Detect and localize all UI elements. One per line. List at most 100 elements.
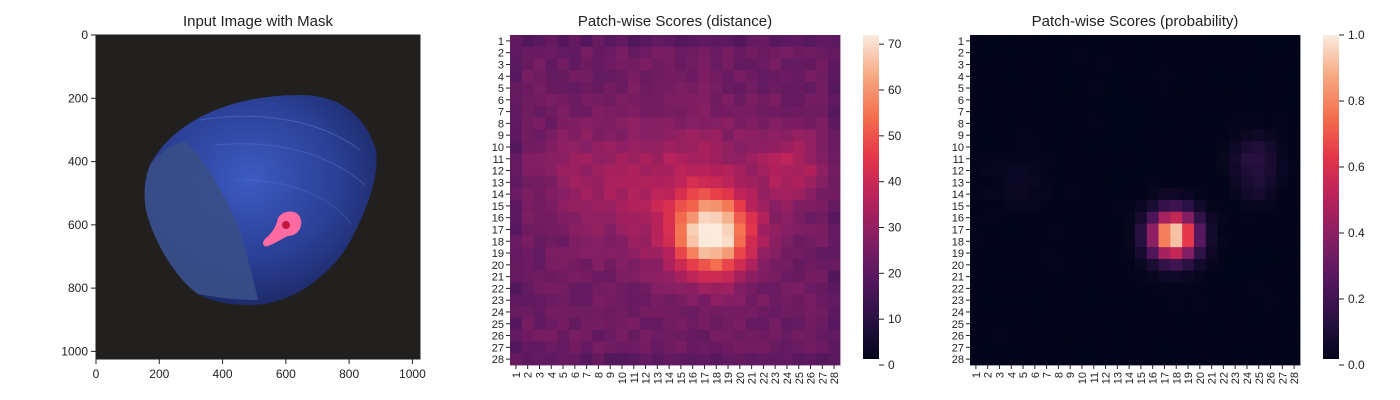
heatmap-cell xyxy=(627,152,641,166)
heatmap-cell xyxy=(1182,105,1195,118)
heatmap-cell xyxy=(686,223,699,236)
heatmap-cell xyxy=(545,353,558,366)
heatmap-cell xyxy=(1252,164,1266,177)
heatmap-cell xyxy=(769,235,782,248)
heatmap-cell xyxy=(1241,46,1254,59)
heatmap-cell xyxy=(769,105,782,118)
heatmap-cell xyxy=(1076,82,1089,95)
heatmap-cell xyxy=(792,35,806,48)
row-tick-label: 26 xyxy=(492,331,504,343)
heatmap-cell xyxy=(616,117,629,130)
heatmap-cell xyxy=(1111,58,1124,71)
heatmap-cell xyxy=(568,282,582,295)
heatmap-cell xyxy=(733,46,747,59)
heatmap-cell xyxy=(1193,141,1207,154)
heatmap-cell xyxy=(545,93,558,107)
heatmap-cell xyxy=(533,306,546,319)
heatmap-cell xyxy=(580,141,593,154)
heatmap-cell xyxy=(592,129,605,142)
heatmap-cell xyxy=(663,105,676,118)
heatmap-cell xyxy=(1135,282,1148,295)
probability-heatmap-ticks: 1234567891011121314151617181920212223242… xyxy=(952,36,1301,384)
heatmap-cell xyxy=(510,247,523,260)
heatmap-cell xyxy=(1205,164,1218,177)
heatmap-cell xyxy=(1040,93,1053,107)
heatmap-cell xyxy=(1028,258,1042,272)
heatmap-cell xyxy=(675,258,688,272)
heatmap-cell xyxy=(828,129,841,142)
heatmap-cell xyxy=(1099,93,1112,107)
heatmap-cell xyxy=(686,188,699,201)
heatmap-cell xyxy=(722,317,735,331)
heatmap-cell xyxy=(970,211,983,224)
heatmap-cell xyxy=(1135,223,1148,236)
heatmap-cell xyxy=(698,141,711,154)
heatmap-cell xyxy=(733,223,747,236)
row-tick-label: 13 xyxy=(492,177,504,189)
heatmap-cell xyxy=(686,93,699,107)
heatmap-cell xyxy=(533,70,546,83)
heatmap-cell xyxy=(1064,93,1077,107)
heatmap-cell xyxy=(1158,341,1171,354)
heatmap-cell xyxy=(568,46,582,59)
heatmap-cell xyxy=(686,270,699,283)
heatmap-cell xyxy=(781,152,794,166)
heatmap-cell xyxy=(1288,282,1301,295)
heatmap-cell xyxy=(1158,141,1171,154)
heatmap-cell xyxy=(1005,329,1018,342)
heatmap-cell xyxy=(510,270,523,283)
heatmap-cell xyxy=(1158,93,1171,107)
heatmap-cell xyxy=(1217,235,1230,248)
heatmap-cell xyxy=(592,46,605,59)
heatmap-cell xyxy=(616,176,629,189)
heatmap-cell xyxy=(663,82,676,95)
heatmap-cell xyxy=(733,105,747,118)
heatmap-cell xyxy=(769,258,782,272)
heatmap-cell xyxy=(1135,235,1148,248)
heatmap-cell xyxy=(686,258,699,272)
heatmap-cell xyxy=(510,35,523,48)
heatmap-cell xyxy=(828,164,841,177)
heatmap-cell xyxy=(639,46,652,59)
heatmap-cell xyxy=(592,176,605,189)
heatmap-cell xyxy=(1111,329,1124,342)
heatmap-cell xyxy=(1241,341,1254,354)
heatmap-cell xyxy=(1252,188,1266,201)
heatmap-cell xyxy=(557,200,570,213)
heatmap-cell xyxy=(651,235,664,248)
heatmap-cell xyxy=(1158,294,1171,307)
heatmap-cell xyxy=(828,211,841,224)
heatmap-cell xyxy=(970,117,983,130)
heatmap-cell xyxy=(745,235,758,248)
heatmap-cell xyxy=(1217,58,1230,71)
row-tick-label: 11 xyxy=(953,154,964,166)
heatmap-cell xyxy=(1087,141,1101,154)
heatmap-cell xyxy=(1229,105,1242,118)
heatmap-cell xyxy=(1288,247,1301,260)
heatmap-cell xyxy=(1252,176,1266,189)
heatmap-cell xyxy=(533,129,546,142)
heatmap-cell xyxy=(1288,188,1301,201)
heatmap-cell xyxy=(1193,58,1207,71)
heatmap-cell xyxy=(1135,141,1148,154)
heatmap-cell xyxy=(675,247,688,260)
heatmap-cell xyxy=(816,141,829,154)
heatmap-cell xyxy=(1205,152,1218,166)
heatmap-cell xyxy=(1076,70,1089,83)
heatmap-cell xyxy=(1087,235,1101,248)
heatmap-cell xyxy=(816,341,829,354)
heatmap-cell xyxy=(1017,258,1030,272)
heatmap-cell xyxy=(1076,105,1089,118)
heatmap-cell xyxy=(1182,141,1195,154)
heatmap-cell xyxy=(580,258,593,272)
heatmap-cell xyxy=(604,235,617,248)
heatmap-cell xyxy=(1017,35,1030,48)
heatmap-cell xyxy=(639,164,652,177)
heatmap-cell xyxy=(769,329,782,342)
heatmap-cell xyxy=(1099,353,1112,366)
row-tick-label: 19 xyxy=(492,248,504,260)
heatmap-cell xyxy=(792,317,806,331)
heatmap-cell xyxy=(545,35,558,48)
heatmap-cell xyxy=(1064,58,1077,71)
heatmap-cell xyxy=(1099,82,1112,95)
